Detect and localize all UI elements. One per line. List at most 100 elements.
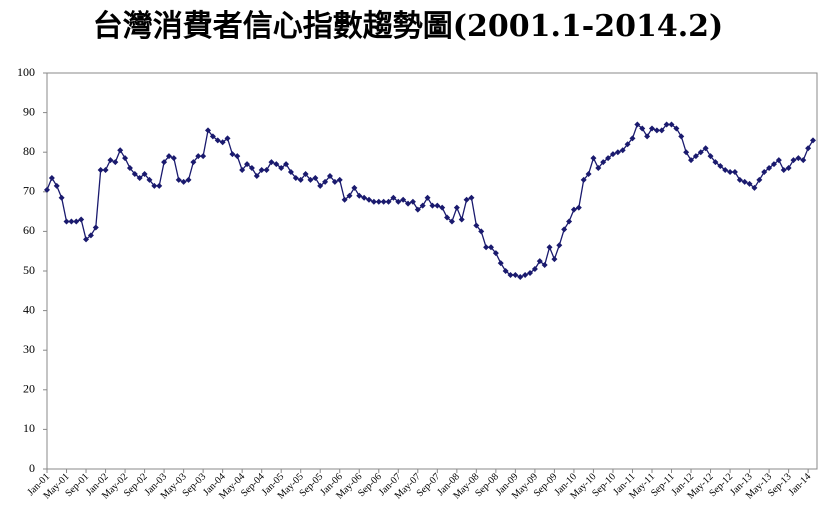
point-marker [810,137,816,144]
y-tick-label: 10 [23,421,35,435]
point-marker [361,194,368,201]
point-marker [131,170,138,177]
point-marker [336,176,343,183]
point-marker [156,182,163,189]
point-marker [214,137,221,144]
plot-frame [46,72,818,470]
point-marker [497,260,504,267]
point-marker [517,273,524,280]
point-marker [146,176,153,183]
point-marker [551,256,558,263]
point-marker [624,141,631,148]
point-marker [712,159,719,166]
point-marker [692,153,699,160]
point-marker [126,165,133,172]
point-marker [751,184,758,191]
point-marker [634,121,641,128]
point-marker [566,218,573,225]
point-marker [185,176,192,183]
point-marker [229,151,236,158]
point-marker [122,155,129,162]
point-marker [653,127,660,134]
y-tick-label: 80 [23,144,35,158]
point-marker [170,155,177,162]
point-marker [736,176,743,183]
point-marker [707,153,714,160]
point-marker [405,200,412,207]
point-marker [722,167,729,174]
point-marker [585,170,592,177]
point-marker [668,121,675,128]
point-marker [702,145,709,152]
point-marker [448,218,455,225]
point-marker [541,262,548,269]
y-tick-label: 40 [23,302,35,316]
point-marker [87,232,94,239]
point-marker [522,271,529,278]
point-marker [161,159,168,166]
point-marker [395,198,402,205]
point-marker [58,194,65,201]
point-marker [595,165,602,172]
point-marker [570,206,577,213]
point-marker [761,169,768,175]
point-marker [141,170,148,177]
point-marker [439,204,446,211]
point-marker [224,135,231,142]
point-marker [434,202,441,209]
point-marker [590,155,597,162]
point-marker [507,271,514,278]
point-marker [341,196,348,203]
point-marker [746,180,753,187]
point-marker [205,127,212,134]
point-marker [790,157,797,164]
point-marker [112,159,119,166]
point-marker [297,176,304,183]
point-marker [419,202,426,209]
point-marker [400,196,407,203]
point-marker [492,250,499,257]
y-tick-label: 90 [23,104,35,118]
point-marker [356,192,363,199]
point-marker [731,169,738,175]
point-marker [278,165,285,172]
x-tick-label: Jan-14 [787,471,814,498]
point-marker [575,204,582,211]
point-marker [468,194,475,201]
point-marker [375,198,382,205]
point-marker [663,121,670,128]
point-marker [580,176,587,183]
point-marker [463,196,470,203]
point-marker [800,157,807,164]
point-marker [683,149,690,156]
point-marker [97,167,104,174]
y-tick-label: 70 [23,184,35,198]
point-marker [63,218,70,225]
point-marker [512,271,519,278]
point-marker [331,178,338,185]
point-marker [92,224,99,231]
point-marker [370,198,377,205]
y-tick-label: 30 [23,342,35,356]
point-marker [805,145,812,152]
point-marker [180,178,187,185]
point-marker [556,242,563,249]
point-marker [639,125,646,132]
point-marker [527,269,534,276]
point-marker [151,182,158,189]
point-marker [326,172,333,179]
point-marker [244,161,251,168]
y-tick-label: 20 [23,382,35,396]
point-marker [253,172,260,179]
point-marker [473,222,480,229]
point-marker [478,228,485,235]
point-marker [107,157,114,164]
point-marker [78,216,85,223]
point-marker [258,167,265,174]
point-marker [268,159,275,166]
point-marker [414,206,421,213]
y-tick-label: 50 [23,263,35,277]
point-marker [136,174,143,181]
point-marker [190,159,197,166]
y-tick-label: 0 [29,461,35,475]
